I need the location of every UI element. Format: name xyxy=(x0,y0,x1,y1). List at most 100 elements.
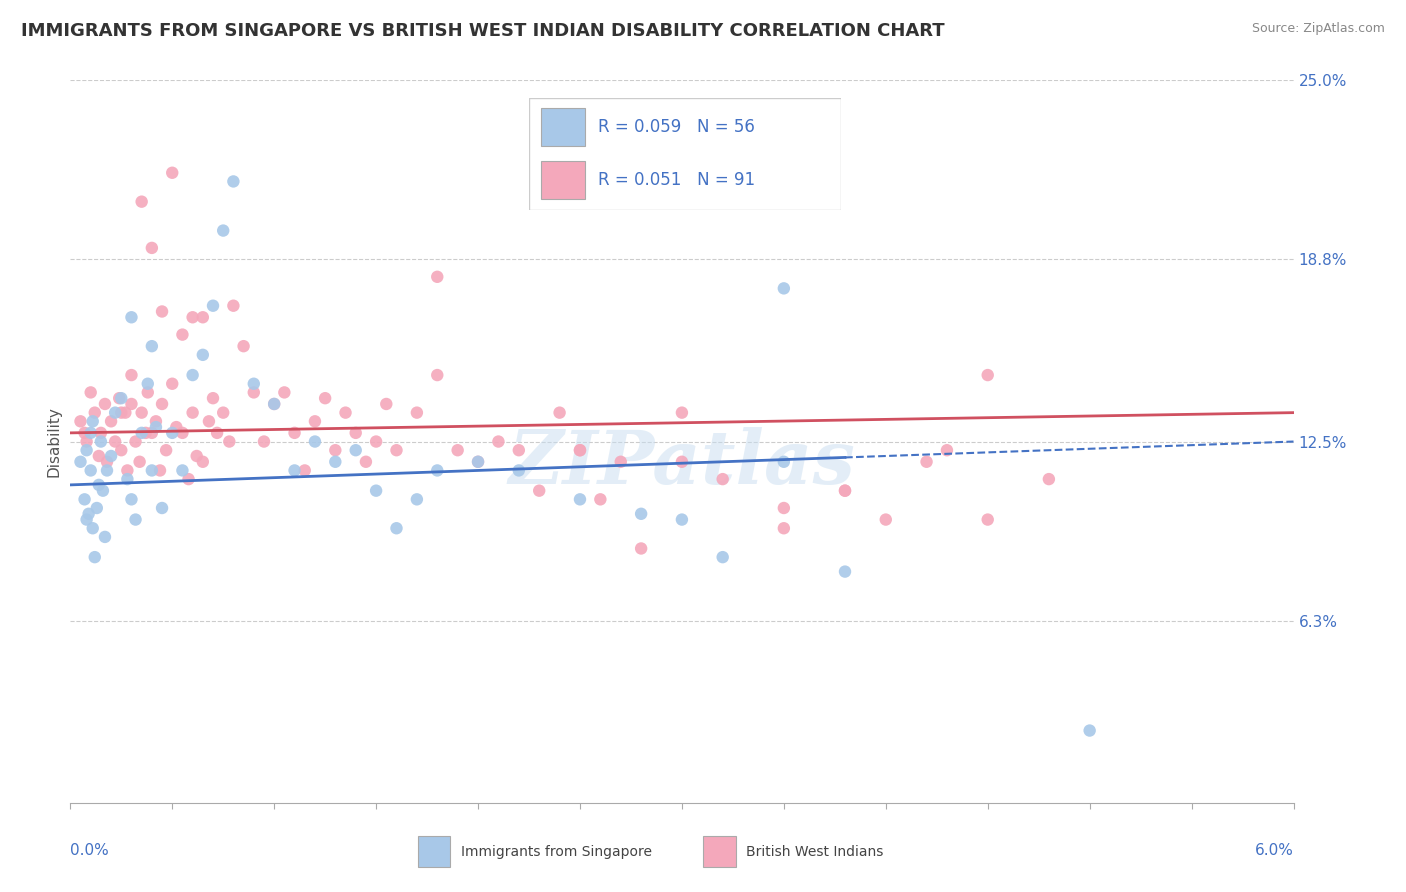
Point xyxy=(131,425,153,440)
Point xyxy=(172,327,194,342)
Point xyxy=(121,310,143,325)
Point xyxy=(141,425,163,440)
Point xyxy=(141,463,163,477)
Point xyxy=(87,478,110,492)
Point xyxy=(834,565,856,579)
Point xyxy=(527,483,550,498)
Point xyxy=(508,463,530,477)
Point xyxy=(76,512,98,526)
Point xyxy=(86,501,108,516)
Point xyxy=(426,368,449,382)
Point xyxy=(212,223,235,237)
Point xyxy=(304,434,326,449)
Point xyxy=(165,420,187,434)
Point xyxy=(96,463,118,477)
Text: 0.0%: 0.0% xyxy=(70,843,110,857)
Point xyxy=(1078,723,1101,738)
Point xyxy=(83,550,105,565)
Point xyxy=(711,550,734,565)
Point xyxy=(96,455,118,469)
Point xyxy=(131,194,153,209)
Point xyxy=(711,472,734,486)
Text: 6.0%: 6.0% xyxy=(1254,843,1294,857)
Point xyxy=(354,455,377,469)
Point xyxy=(406,492,429,507)
Point xyxy=(177,472,200,486)
Point xyxy=(243,385,266,400)
Point xyxy=(773,455,796,469)
Point xyxy=(77,507,100,521)
Point xyxy=(568,443,592,458)
Point xyxy=(121,397,143,411)
Point xyxy=(630,541,652,556)
Point xyxy=(202,299,225,313)
Point xyxy=(335,406,357,420)
Point xyxy=(834,483,856,498)
Point xyxy=(110,391,132,405)
Text: ZIPatlas: ZIPatlas xyxy=(509,427,855,500)
Point xyxy=(671,455,693,469)
Point xyxy=(294,463,316,477)
Point xyxy=(263,397,285,411)
Point xyxy=(94,530,117,544)
Point xyxy=(79,425,103,440)
Point xyxy=(222,299,245,313)
Point xyxy=(128,455,150,469)
Point xyxy=(104,406,127,420)
Point xyxy=(304,414,326,428)
Point xyxy=(90,434,112,449)
Point xyxy=(467,455,489,469)
Point xyxy=(344,443,367,458)
Point xyxy=(100,449,122,463)
Point xyxy=(76,434,98,449)
Point xyxy=(104,434,127,449)
Point xyxy=(69,455,91,469)
Point xyxy=(141,241,163,255)
Point xyxy=(79,385,103,400)
Point xyxy=(91,483,114,498)
Point xyxy=(76,443,98,458)
Point xyxy=(172,425,194,440)
Point xyxy=(205,425,228,440)
Point xyxy=(202,391,225,405)
Point xyxy=(82,414,104,428)
Point xyxy=(610,455,633,469)
Point xyxy=(79,463,103,477)
Point xyxy=(94,397,117,411)
Point xyxy=(366,434,388,449)
Point xyxy=(568,443,592,458)
Point xyxy=(124,512,146,526)
Point xyxy=(426,463,449,477)
Point xyxy=(834,483,856,498)
Point xyxy=(191,310,214,325)
Point xyxy=(162,376,183,391)
Point xyxy=(1038,472,1060,486)
Point xyxy=(375,397,398,411)
Point xyxy=(222,174,245,188)
Text: IMMIGRANTS FROM SINGAPORE VS BRITISH WEST INDIAN DISABILITY CORRELATION CHART: IMMIGRANTS FROM SINGAPORE VS BRITISH WES… xyxy=(21,22,945,40)
Point xyxy=(136,385,159,400)
Point xyxy=(181,406,204,420)
Point xyxy=(186,449,208,463)
Point xyxy=(117,463,139,477)
Point xyxy=(447,443,470,458)
Point xyxy=(131,406,153,420)
Point xyxy=(212,406,235,420)
Point xyxy=(976,512,998,526)
Point xyxy=(100,414,122,428)
Point xyxy=(284,463,307,477)
Point xyxy=(121,492,143,507)
Point xyxy=(145,414,167,428)
Point xyxy=(232,339,254,353)
Point xyxy=(253,434,276,449)
Point xyxy=(150,397,173,411)
Point xyxy=(150,304,173,318)
Point xyxy=(915,455,938,469)
Point xyxy=(198,414,221,428)
Point xyxy=(145,420,167,434)
Point xyxy=(488,434,510,449)
Text: Source: ZipAtlas.com: Source: ZipAtlas.com xyxy=(1251,22,1385,36)
Point xyxy=(108,391,131,405)
Point xyxy=(141,339,163,353)
Point xyxy=(87,449,110,463)
